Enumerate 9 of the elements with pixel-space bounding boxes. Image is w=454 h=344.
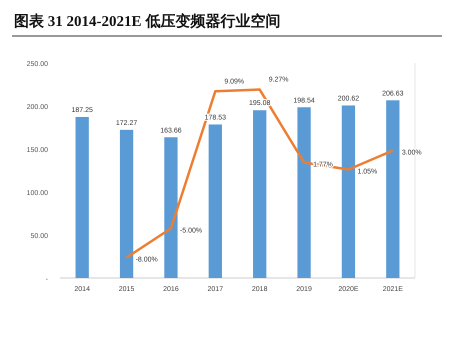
bar <box>386 100 400 278</box>
bar <box>208 124 222 278</box>
bar <box>76 116 89 278</box>
bar <box>342 105 356 278</box>
bar <box>297 107 311 278</box>
bar <box>253 110 266 278</box>
chart-title: 图表 31 2014-2021E 低压变频器行业空间 <box>14 12 280 30</box>
bar <box>120 130 134 278</box>
bar <box>164 137 178 278</box>
